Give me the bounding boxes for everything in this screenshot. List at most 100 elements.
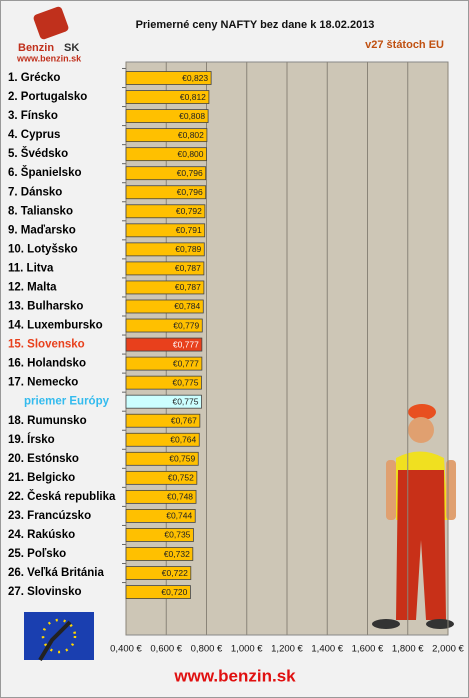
bar xyxy=(125,109,209,123)
logo-suffix: SK xyxy=(64,42,79,54)
bar xyxy=(125,566,192,580)
bar xyxy=(125,166,207,181)
value-label: €0,823 xyxy=(182,73,208,83)
bar xyxy=(125,528,194,542)
bar xyxy=(125,413,201,428)
value-label: €0,802 xyxy=(178,130,204,140)
bar xyxy=(125,185,207,200)
value-label: €0,796 xyxy=(177,168,203,178)
x-tick-label: 1,000 € xyxy=(231,644,263,655)
category-label: 21. Belgicko xyxy=(8,472,75,484)
value-label: €0,787 xyxy=(175,282,201,292)
chart-title: Priemerné ceny NAFTY bez dane k 18.02.20… xyxy=(136,19,375,31)
overalls xyxy=(396,470,446,620)
category-label: 19. Írsko xyxy=(8,433,55,446)
category-label: 4. Cyprus xyxy=(8,129,60,141)
category-label: priemer Európy xyxy=(24,396,110,408)
bar xyxy=(125,451,199,466)
logo-name: Benzin xyxy=(18,42,54,54)
category-label: 15. Slovensko xyxy=(8,339,85,351)
category-label: 18. Rumunsko xyxy=(8,415,87,427)
bar xyxy=(125,71,212,85)
x-tick-label: 0,800 € xyxy=(191,644,223,655)
bar xyxy=(125,375,202,390)
bar xyxy=(125,432,200,447)
category-label: 23. Francúzsko xyxy=(8,510,91,522)
value-label: €0,732 xyxy=(164,549,190,559)
value-label: €0,767 xyxy=(171,415,197,425)
category-label: 16. Holandsko xyxy=(8,358,86,370)
value-label: €0,722 xyxy=(162,568,188,578)
bar xyxy=(125,394,202,409)
bar xyxy=(125,337,203,352)
category-label: 3. Fínsko xyxy=(8,110,58,122)
x-tick-label: 0,400 € xyxy=(110,644,142,655)
category-label: 10. Lotyšsko xyxy=(8,243,78,255)
category-label: 17. Nemecko xyxy=(8,377,78,389)
value-label: €0,777 xyxy=(173,358,199,368)
category-label: 22. Česká republika xyxy=(8,490,116,503)
x-tick-label: 1,400 € xyxy=(311,644,343,655)
flag-stars xyxy=(41,618,77,654)
bar xyxy=(125,489,197,504)
x-tick-label: 1,800 € xyxy=(392,644,424,655)
arm xyxy=(386,460,396,520)
value-label: €0,796 xyxy=(177,187,203,197)
category-label: 11. Litva xyxy=(8,262,54,274)
category-label: 8. Taliansko xyxy=(8,205,73,217)
value-label: €0,812 xyxy=(180,92,206,102)
head xyxy=(408,417,434,443)
logo: Benzin SK www.benzin.sk xyxy=(16,6,82,63)
shoe xyxy=(372,619,400,629)
bar xyxy=(125,299,204,314)
bar xyxy=(125,547,194,561)
value-label: €0,775 xyxy=(172,396,198,406)
category-label: 13. Bulharsko xyxy=(8,301,83,313)
category-label: 14. Luxembursko xyxy=(8,320,103,332)
bar xyxy=(125,128,208,143)
worker xyxy=(372,404,456,629)
x-tick-label: 1,200 € xyxy=(271,644,303,655)
bar xyxy=(125,470,198,485)
cap xyxy=(408,404,436,420)
shoe xyxy=(426,619,454,629)
value-label: €0,784 xyxy=(174,301,200,311)
category-label: 9. Maďarsko xyxy=(8,224,76,236)
bar xyxy=(125,204,206,219)
category-label: 24. Rakúsko xyxy=(8,529,75,541)
bar xyxy=(125,90,210,104)
value-label: €0,759 xyxy=(169,454,195,464)
x-tick-label: 1,600 € xyxy=(352,644,384,655)
category-label: 27. Slovinsko xyxy=(8,586,82,598)
bar xyxy=(125,147,207,162)
value-label: €0,779 xyxy=(173,320,199,330)
value-label: €0,787 xyxy=(175,263,201,273)
value-label: €0,752 xyxy=(168,473,194,483)
category-label: 20. Estónsko xyxy=(8,453,79,465)
category-label: 6. Španielsko xyxy=(8,166,82,179)
bar xyxy=(125,318,203,333)
nozzle xyxy=(38,620,72,662)
category-label: 25. Poľsko xyxy=(8,548,66,560)
category-label: 7. Dánsko xyxy=(8,186,62,198)
bar xyxy=(125,261,205,276)
value-label: €0,777 xyxy=(173,339,199,349)
value-label: €0,800 xyxy=(178,149,204,159)
bar xyxy=(125,585,191,599)
value-label: €0,744 xyxy=(166,511,192,521)
value-label: €0,748 xyxy=(167,492,193,502)
x-tick-label: 0,600 € xyxy=(150,644,182,655)
eu-flag xyxy=(24,612,94,662)
bar xyxy=(125,242,205,257)
value-label: €0,720 xyxy=(161,587,187,597)
logo-icon xyxy=(33,6,69,40)
logo-url: www.benzin.sk xyxy=(16,53,82,63)
category-label: 26. Veľká Británia xyxy=(8,567,104,579)
value-label: €0,775 xyxy=(172,377,198,387)
x-tick-label: 2,000 € xyxy=(432,644,464,655)
category-label: 5. Švédsko xyxy=(8,147,68,160)
category-label: 1. Grécko xyxy=(8,72,60,84)
bar xyxy=(125,356,203,371)
value-label: €0,789 xyxy=(175,244,201,254)
chart-subtitle: v27 štátoch EU xyxy=(365,39,444,51)
